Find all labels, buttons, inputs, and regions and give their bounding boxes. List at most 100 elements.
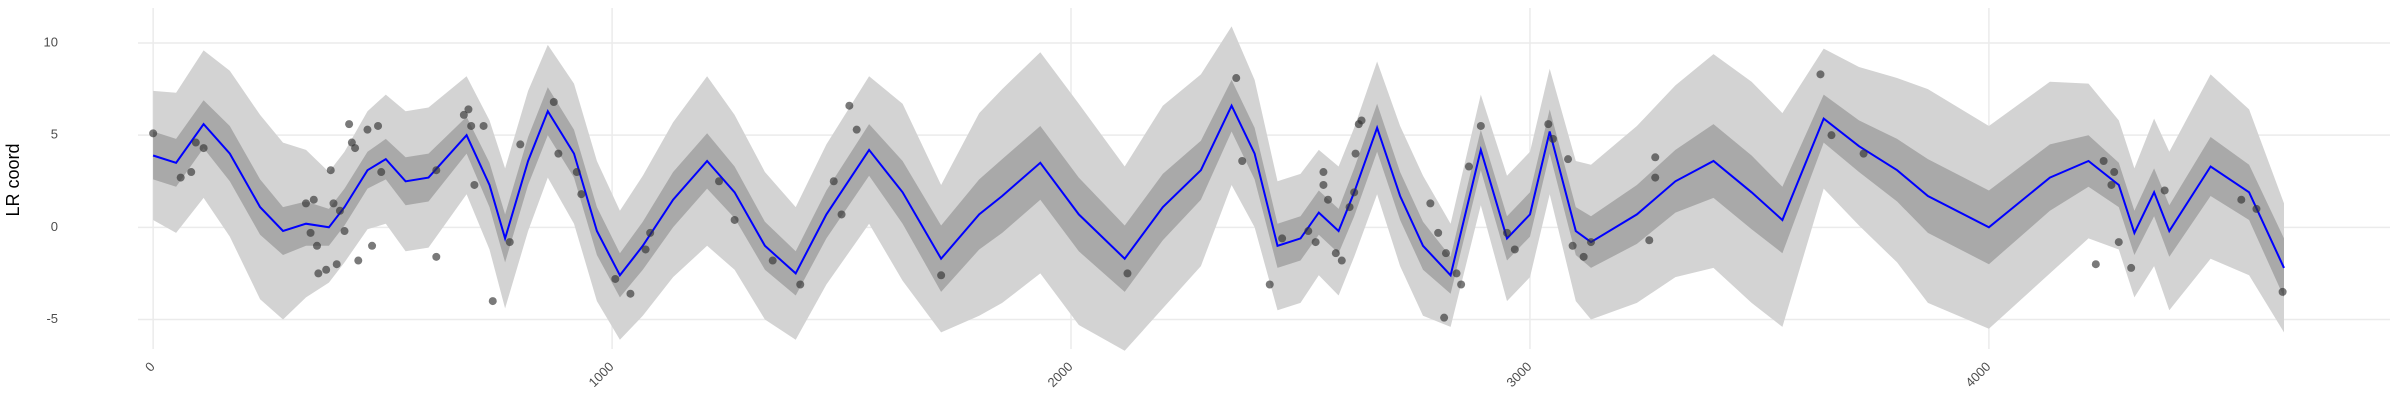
data-point	[377, 168, 386, 177]
data-point	[1564, 155, 1573, 164]
data-point	[2252, 204, 2261, 213]
data-point	[554, 149, 563, 158]
data-point	[149, 129, 158, 138]
y-tick-label: 0	[51, 219, 58, 234]
data-point	[1311, 238, 1320, 247]
y-tick-label: 10	[44, 34, 58, 49]
data-point	[646, 228, 655, 237]
data-point	[1426, 199, 1435, 208]
data-point	[1651, 153, 1660, 162]
data-point	[332, 260, 341, 269]
data-point	[2127, 263, 2136, 272]
data-point	[2160, 186, 2169, 195]
data-point	[309, 195, 318, 204]
data-point	[1568, 241, 1577, 250]
data-point	[199, 144, 208, 153]
data-point	[314, 269, 323, 278]
data-point	[1278, 234, 1287, 243]
data-point	[374, 121, 383, 130]
data-point	[2110, 168, 2119, 177]
data-point	[1651, 173, 1660, 182]
data-point	[432, 252, 441, 261]
data-point	[1331, 249, 1340, 258]
data-point	[549, 98, 558, 107]
data-point	[2107, 180, 2116, 189]
data-point	[1859, 149, 1868, 158]
data-point	[467, 121, 476, 130]
data-point	[354, 256, 363, 265]
data-point	[730, 215, 739, 224]
data-point	[1440, 313, 1449, 322]
data-point	[312, 241, 321, 250]
data-point	[1464, 162, 1473, 171]
data-point	[2114, 238, 2123, 247]
data-point	[796, 280, 805, 289]
data-point	[1645, 236, 1654, 245]
data-point	[368, 241, 377, 250]
data-point	[1476, 121, 1485, 130]
y-tick-label: 5	[51, 127, 58, 142]
data-point	[1345, 203, 1354, 212]
data-point	[641, 245, 650, 254]
data-point	[2091, 260, 2100, 269]
x-tick-label: 4000	[1962, 359, 1993, 390]
data-point	[768, 256, 777, 265]
data-point	[1434, 228, 1443, 237]
data-point	[191, 138, 200, 147]
data-point	[1544, 120, 1553, 129]
x-tick-label: 1000	[586, 359, 617, 390]
data-point	[1586, 238, 1595, 247]
confidence-band	[153, 26, 2284, 351]
data-point	[464, 105, 473, 114]
data-point	[1503, 228, 1512, 237]
data-point	[329, 199, 338, 208]
data-point	[479, 121, 488, 130]
data-point	[1123, 269, 1132, 278]
data-point	[516, 140, 525, 149]
x-tick-label: 3000	[1503, 359, 1534, 390]
data-point	[1265, 280, 1274, 289]
data-point	[459, 110, 468, 119]
data-point	[626, 289, 635, 298]
data-point	[577, 190, 586, 199]
data-point	[505, 238, 514, 247]
data-point	[1827, 131, 1836, 140]
data-point	[1351, 149, 1360, 158]
data-point	[611, 274, 620, 283]
data-point	[488, 297, 497, 306]
data-point	[1304, 227, 1313, 236]
data-point	[1238, 156, 1247, 165]
data-point	[2237, 195, 2246, 204]
data-point	[470, 180, 479, 189]
data-point	[176, 173, 185, 182]
data-point	[1452, 269, 1461, 278]
data-point	[1232, 74, 1241, 83]
data-point	[845, 101, 854, 110]
data-point	[187, 168, 196, 177]
data-point	[1319, 168, 1328, 177]
data-point	[852, 125, 861, 134]
data-point	[301, 199, 310, 208]
data-point	[1579, 252, 1588, 261]
data-point	[2278, 287, 2287, 296]
data-point	[1324, 195, 1333, 204]
data-point	[345, 120, 354, 129]
data-point	[1548, 134, 1557, 143]
y-tick-label: -5	[46, 311, 58, 326]
data-point	[715, 177, 724, 186]
data-point	[1337, 256, 1346, 265]
data-point	[322, 265, 331, 274]
data-point	[306, 228, 315, 237]
data-point	[1510, 245, 1519, 254]
confidence-band	[153, 79, 2284, 298]
data-point	[837, 210, 846, 219]
data-point	[2099, 156, 2108, 165]
data-point	[326, 166, 335, 175]
data-point	[829, 177, 838, 186]
data-point	[1319, 180, 1328, 189]
data-point	[572, 168, 581, 177]
data-point	[363, 125, 372, 134]
data-point	[937, 271, 946, 280]
data-point	[432, 166, 441, 175]
